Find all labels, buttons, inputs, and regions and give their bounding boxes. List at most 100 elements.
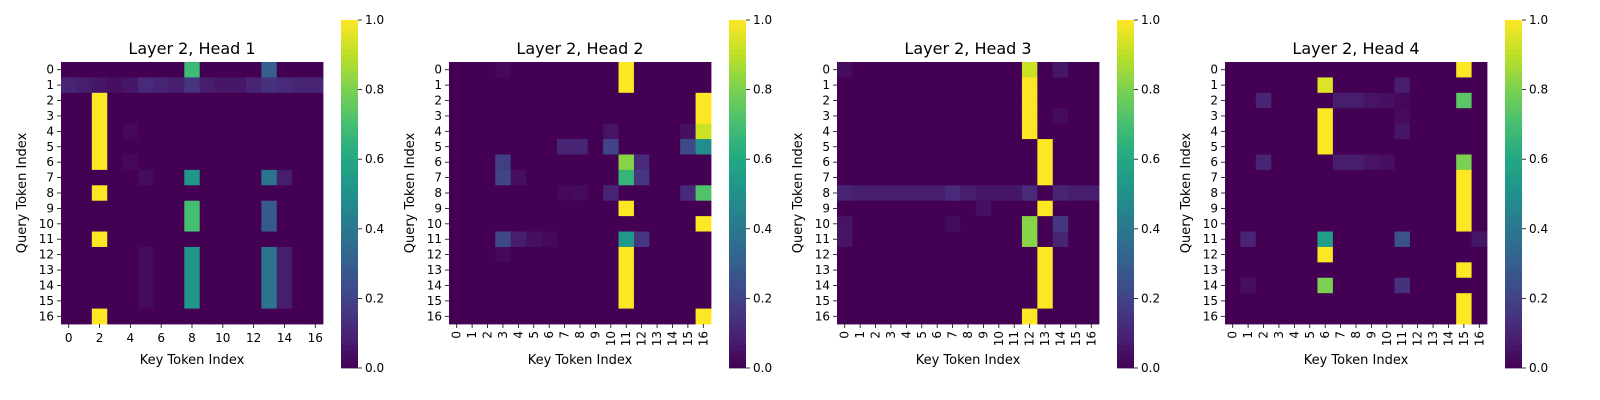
colorbar-segment: [729, 112, 746, 119]
colorbar-segment: [1117, 153, 1134, 160]
y-tick-label: 4: [1210, 124, 1218, 138]
heatmap-cell: [541, 277, 558, 294]
heatmap-cell: [960, 200, 977, 217]
heatmap-cell: [1255, 200, 1272, 217]
heatmap-cell: [1302, 154, 1318, 171]
heatmap-cell: [960, 92, 977, 109]
heatmap-cell: [261, 308, 278, 325]
colorbar-tick-label: 0.0: [1529, 361, 1548, 375]
heatmap-cell: [1021, 293, 1038, 309]
colorbar-segment: [1505, 333, 1522, 340]
heatmap-cell: [1286, 62, 1303, 78]
heatmap-cell: [991, 277, 1007, 294]
heatmap-cell: [1255, 139, 1272, 155]
heatmap-cell: [91, 277, 108, 294]
colorbar-segment: [729, 275, 746, 282]
heatmap-cell: [1425, 231, 1442, 248]
heatmap-cell: [1240, 200, 1257, 217]
heatmap-cell: [1363, 200, 1380, 217]
heatmap-cell: [541, 154, 558, 171]
heatmap-cell: [898, 62, 915, 78]
heatmap-cell: [526, 108, 542, 125]
heatmap-cell: [898, 123, 915, 140]
heatmap-cell: [526, 262, 542, 279]
heatmap-cell: [587, 308, 604, 325]
heatmap-cell: [91, 231, 108, 248]
colorbar-tick-label: 1.0: [365, 13, 384, 27]
heatmap-cell: [199, 169, 216, 186]
heatmap-cell: [138, 169, 154, 186]
heatmap-cell: [898, 277, 915, 294]
colorbar-segment: [1117, 72, 1134, 79]
y-tick-label: 1: [434, 78, 442, 92]
heatmap-cell: [618, 200, 635, 217]
colorbar-segment: [1117, 25, 1134, 32]
heatmap-cell: [230, 216, 247, 232]
heatmap-cell: [495, 246, 512, 263]
heatmap-cell: [261, 62, 278, 78]
heatmap-cell: [680, 277, 696, 294]
heatmap-cell: [1021, 231, 1038, 248]
colorbar-segment: [1117, 281, 1134, 288]
y-tick-label: 11: [427, 232, 442, 246]
colorbar-segment: [1505, 147, 1522, 154]
heatmap-cell: [1317, 262, 1334, 279]
heatmap-panel-4: Layer 2, Head 40123456789101112131415160…: [1179, 13, 1548, 375]
heatmap-cell: [1225, 77, 1241, 94]
heatmap-cell: [837, 108, 853, 125]
colorbar-segment: [1117, 37, 1134, 44]
colorbar-segment: [729, 72, 746, 79]
colorbar-segment: [341, 356, 358, 363]
heatmap-cell: [307, 308, 324, 325]
heatmap-cell: [587, 200, 604, 217]
heatmap-cell: [695, 139, 712, 155]
x-tick-label: 0: [838, 331, 852, 339]
heatmap-cell: [1332, 185, 1349, 202]
heatmap-cell: [1471, 200, 1488, 217]
heatmap-cell: [975, 200, 992, 217]
heatmap-cell: [944, 200, 961, 217]
heatmap-cell: [230, 154, 247, 171]
colorbar-segment: [1117, 165, 1134, 172]
heatmap-cell: [495, 308, 512, 325]
heatmap-cell: [1255, 262, 1272, 279]
colorbar-segment: [1505, 112, 1522, 119]
heatmap-cell: [1302, 123, 1318, 140]
heatmap-cell: [1348, 231, 1365, 248]
colorbar-segment: [729, 170, 746, 177]
heatmap-cell: [122, 293, 139, 309]
x-tick-label: 0: [450, 331, 464, 339]
heatmap-cell: [61, 139, 77, 155]
heatmap-cell: [464, 200, 481, 217]
heatmap-cell: [91, 216, 108, 232]
colorbar-segment: [1117, 304, 1134, 311]
heatmap-cell: [960, 123, 977, 140]
heatmap-cell: [464, 169, 481, 186]
heatmap-cell: [1332, 246, 1349, 263]
colorbar-segment: [1505, 153, 1522, 160]
heatmap-cell: [464, 139, 481, 155]
heatmap-cell: [1425, 293, 1442, 309]
heatmap-cell: [1255, 154, 1272, 171]
y-tick-label: 10: [815, 217, 830, 231]
colorbar-segment: [729, 257, 746, 264]
heatmap-cell: [76, 108, 93, 125]
heatmap-cell: [960, 216, 977, 232]
colorbar-segment: [729, 310, 746, 317]
heatmap-cell: [541, 262, 558, 279]
heatmap-cell: [852, 246, 869, 263]
heatmap-cell: [898, 185, 915, 202]
x-tick-label: 3: [1272, 331, 1286, 339]
x-tick-label: 15: [1069, 331, 1083, 346]
heatmap-cell: [1348, 277, 1365, 294]
heatmap-cell: [587, 154, 604, 171]
heatmap-cell: [944, 139, 961, 155]
heatmap-cell: [1037, 77, 1054, 94]
x-tick-label: 5: [527, 331, 541, 339]
heatmap-cell: [1409, 123, 1426, 140]
colorbar-segment: [341, 112, 358, 119]
heatmap-cell: [1286, 169, 1303, 186]
heatmap-cell: [76, 62, 93, 78]
heatmap-cell: [1394, 262, 1411, 279]
heatmap-cell: [883, 108, 900, 125]
